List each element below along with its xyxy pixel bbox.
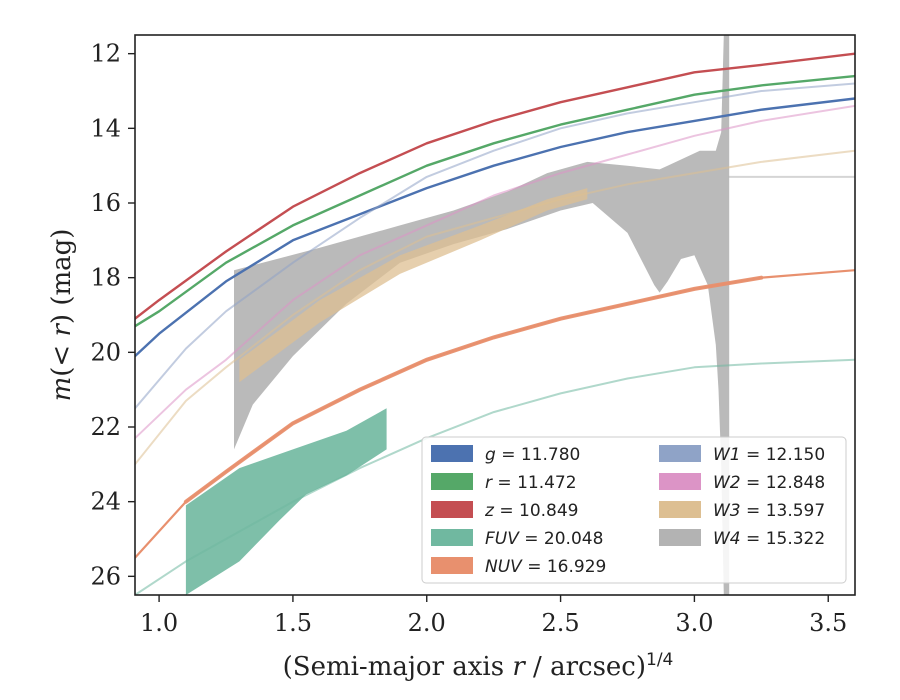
y-tick-label: 20 [90, 338, 121, 366]
x-tick-label: 1.5 [274, 609, 312, 637]
y-tick-label: 12 [90, 40, 121, 68]
legend-swatch-w3 [659, 501, 701, 518]
y-tick-label: 18 [90, 264, 121, 292]
x-tick-label: 1.0 [140, 609, 178, 637]
legend-label-w3: W3 = 13.597 [713, 501, 825, 521]
series-line-w1 [135, 82, 855, 410]
series-line-w2 [135, 104, 855, 440]
plot-frame [134, 34, 856, 596]
legend-frame [421, 436, 847, 584]
legend: g = 11.780 r = 11.472 z = 10.849 FUV = 20.0… [421, 436, 847, 584]
y-tick-label: 22 [90, 413, 121, 441]
legend-label-w1: W1 = 12.150 [713, 445, 825, 465]
x-tick-label: 3.0 [675, 609, 713, 637]
x-tick-label: 3.5 [809, 609, 847, 637]
legend-swatch-w1 [659, 445, 701, 462]
x-axis: 1.0 1.5 2.0 2.5 3.0 3.5 [140, 595, 847, 637]
legend-swatch-w2 [659, 473, 701, 490]
x-tick-label: 2.5 [541, 609, 579, 637]
bands-layer [185, 35, 730, 595]
legend-swatch-w4 [659, 529, 701, 546]
series-line-r [135, 74, 855, 328]
legend-label-nuv: NUV = 16.929 [485, 557, 606, 577]
series-line-nuv-measured [183, 275, 764, 504]
legend-label-w2: W2 = 12.848 [713, 473, 825, 493]
y-tick-label: 26 [90, 562, 121, 590]
legend-swatch-z [431, 501, 473, 518]
legend-label-r: r = 11.472 [485, 473, 577, 493]
legend-label-fuv: FUV = 20.048 [485, 529, 603, 549]
y-tick-label: 14 [90, 114, 121, 142]
legend-entries: g = 11.780 r = 11.472 z = 10.849 FUV = 20.0… [431, 445, 825, 577]
band-fuv [185, 408, 387, 595]
legend-swatch-nuv [431, 557, 473, 574]
legend-label-w4: W4 = 15.322 [713, 529, 825, 549]
legend-swatch-g [431, 445, 473, 462]
y-tick-label: 24 [90, 488, 121, 516]
y-tick-label: 16 [90, 189, 121, 217]
series-line-z [135, 52, 855, 320]
series-line-w3 [135, 149, 855, 466]
x-axis-label: (Semi-major axis r / arcsec)1/4 [283, 650, 674, 682]
y-axis: 12 14 16 18 20 22 24 26 [90, 40, 135, 590]
band-w4 [234, 35, 730, 595]
legend-label-g: g = 11.780 [485, 445, 580, 465]
y-axis-label: m(< r) (mag) [47, 229, 77, 402]
series-line-g [135, 97, 855, 358]
legend-swatch-r [431, 473, 473, 490]
x-tick-label: 2.0 [408, 609, 446, 637]
band-w3 [239, 188, 588, 383]
legend-label-z: z = 10.849 [484, 501, 578, 521]
lines-layer [135, 52, 855, 595]
legend-swatch-fuv [431, 529, 473, 546]
series-line-fuv [135, 358, 855, 595]
